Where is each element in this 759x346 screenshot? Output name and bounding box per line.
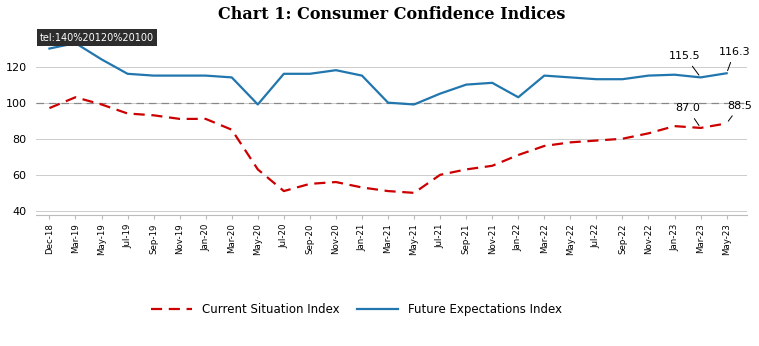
Text: tel:140%20120%20100: tel:140%20120%20100 — [40, 33, 154, 43]
Text: 87.0: 87.0 — [675, 103, 700, 126]
Title: Chart 1: Consumer Confidence Indices: Chart 1: Consumer Confidence Indices — [219, 6, 565, 22]
Legend: Current Situation Index, Future Expectations Index: Current Situation Index, Future Expectat… — [146, 299, 566, 321]
Text: 115.5: 115.5 — [669, 51, 701, 75]
Text: 116.3: 116.3 — [719, 47, 750, 71]
Text: 88.5: 88.5 — [727, 101, 752, 121]
